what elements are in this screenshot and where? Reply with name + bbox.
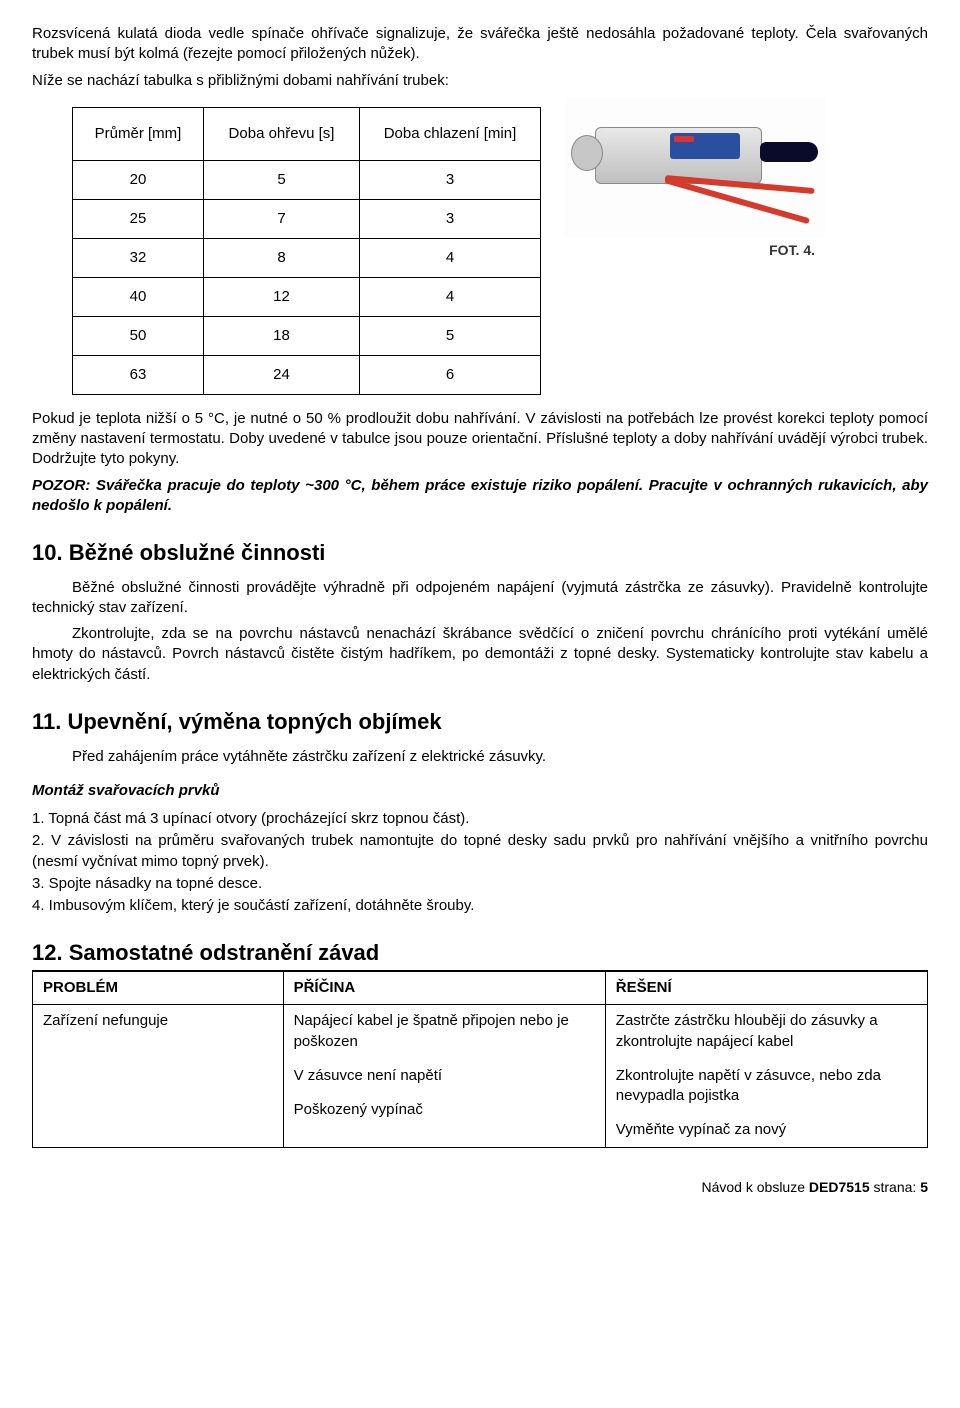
trouble-problem: Zařízení nefunguje (33, 1005, 284, 1147)
trouble-th-problem: PROBLÉM (33, 972, 284, 1005)
sec10-p1: Běžné obslužné činnosti provádějte výhra… (32, 578, 928, 619)
table-row: 63246 (73, 355, 541, 394)
section-12-title: 12. Samostatné odstranění závad (32, 938, 928, 971)
page-footer: Návod k obsluze DED7515 strana: 5 (32, 1178, 928, 1197)
table-row: Zařízení nefunguje Napájecí kabel je špa… (33, 1005, 928, 1147)
list-item: 4. Imbusovým klíčem, který je součástí z… (32, 896, 928, 916)
trouble-cause: Napájecí kabel je špatně připojen nebo j… (283, 1005, 605, 1147)
trouble-th-solution: ŘEŠENÍ (605, 972, 927, 1005)
table-row: 3284 (73, 238, 541, 277)
heating-table: Průměr [mm] Doba ohřevu [s] Doba chlazen… (72, 107, 541, 395)
table-row: 2573 (73, 199, 541, 238)
photo-caption: FOT. 4. (565, 241, 825, 260)
intro-paragraph-2: Níže se nachází tabulka s přibližnými do… (32, 71, 928, 91)
heat-th-diameter: Průměr [mm] (73, 107, 204, 160)
sec11-p1: Před zahájením práce vytáhněte zástrčku … (32, 747, 928, 767)
warning-paragraph: POZOR: Svářečka pracuje do teploty ~300 … (32, 476, 928, 517)
table-row: 40124 (73, 277, 541, 316)
after-table-p1: Pokud je teplota nižší o 5 °C, je nutné … (32, 409, 928, 470)
sec11-subheading: Montáž svařovacích prvků (32, 781, 928, 801)
section-10-title: 10. Běžné obslužné činnosti (32, 538, 928, 568)
list-item: 2. V závislosti na průměru svařovaných t… (32, 831, 928, 872)
heat-th-cooltime: Doba chlazení [min] (360, 107, 541, 160)
troubleshooting-table: PROBLÉM PŘÍČINA ŘEŠENÍ Zařízení nefunguj… (32, 971, 928, 1148)
trouble-th-cause: PŘÍČINA (283, 972, 605, 1005)
intro-paragraph-1: Rozsvícená kulatá dioda vedle spínače oh… (32, 24, 928, 65)
section-11-title: 11. Upevnění, výměna topných objímek (32, 707, 928, 737)
sec11-steps: 1. Topná část má 3 upínací otvory (proch… (32, 809, 928, 916)
table-row: 50185 (73, 316, 541, 355)
sec10-p2: Zkontrolujte, zda se na povrchu nástavců… (32, 624, 928, 685)
list-item: 1. Topná část má 3 upínací otvory (proch… (32, 809, 928, 829)
product-photo (565, 97, 825, 237)
table-row: 2053 (73, 160, 541, 199)
trouble-solution: Zastrčte zástrčku hlouběji do zásuvky a … (605, 1005, 927, 1147)
heat-th-heattime: Doba ohřevu [s] (204, 107, 360, 160)
list-item: 3. Spojte násadky na topné desce. (32, 874, 928, 894)
